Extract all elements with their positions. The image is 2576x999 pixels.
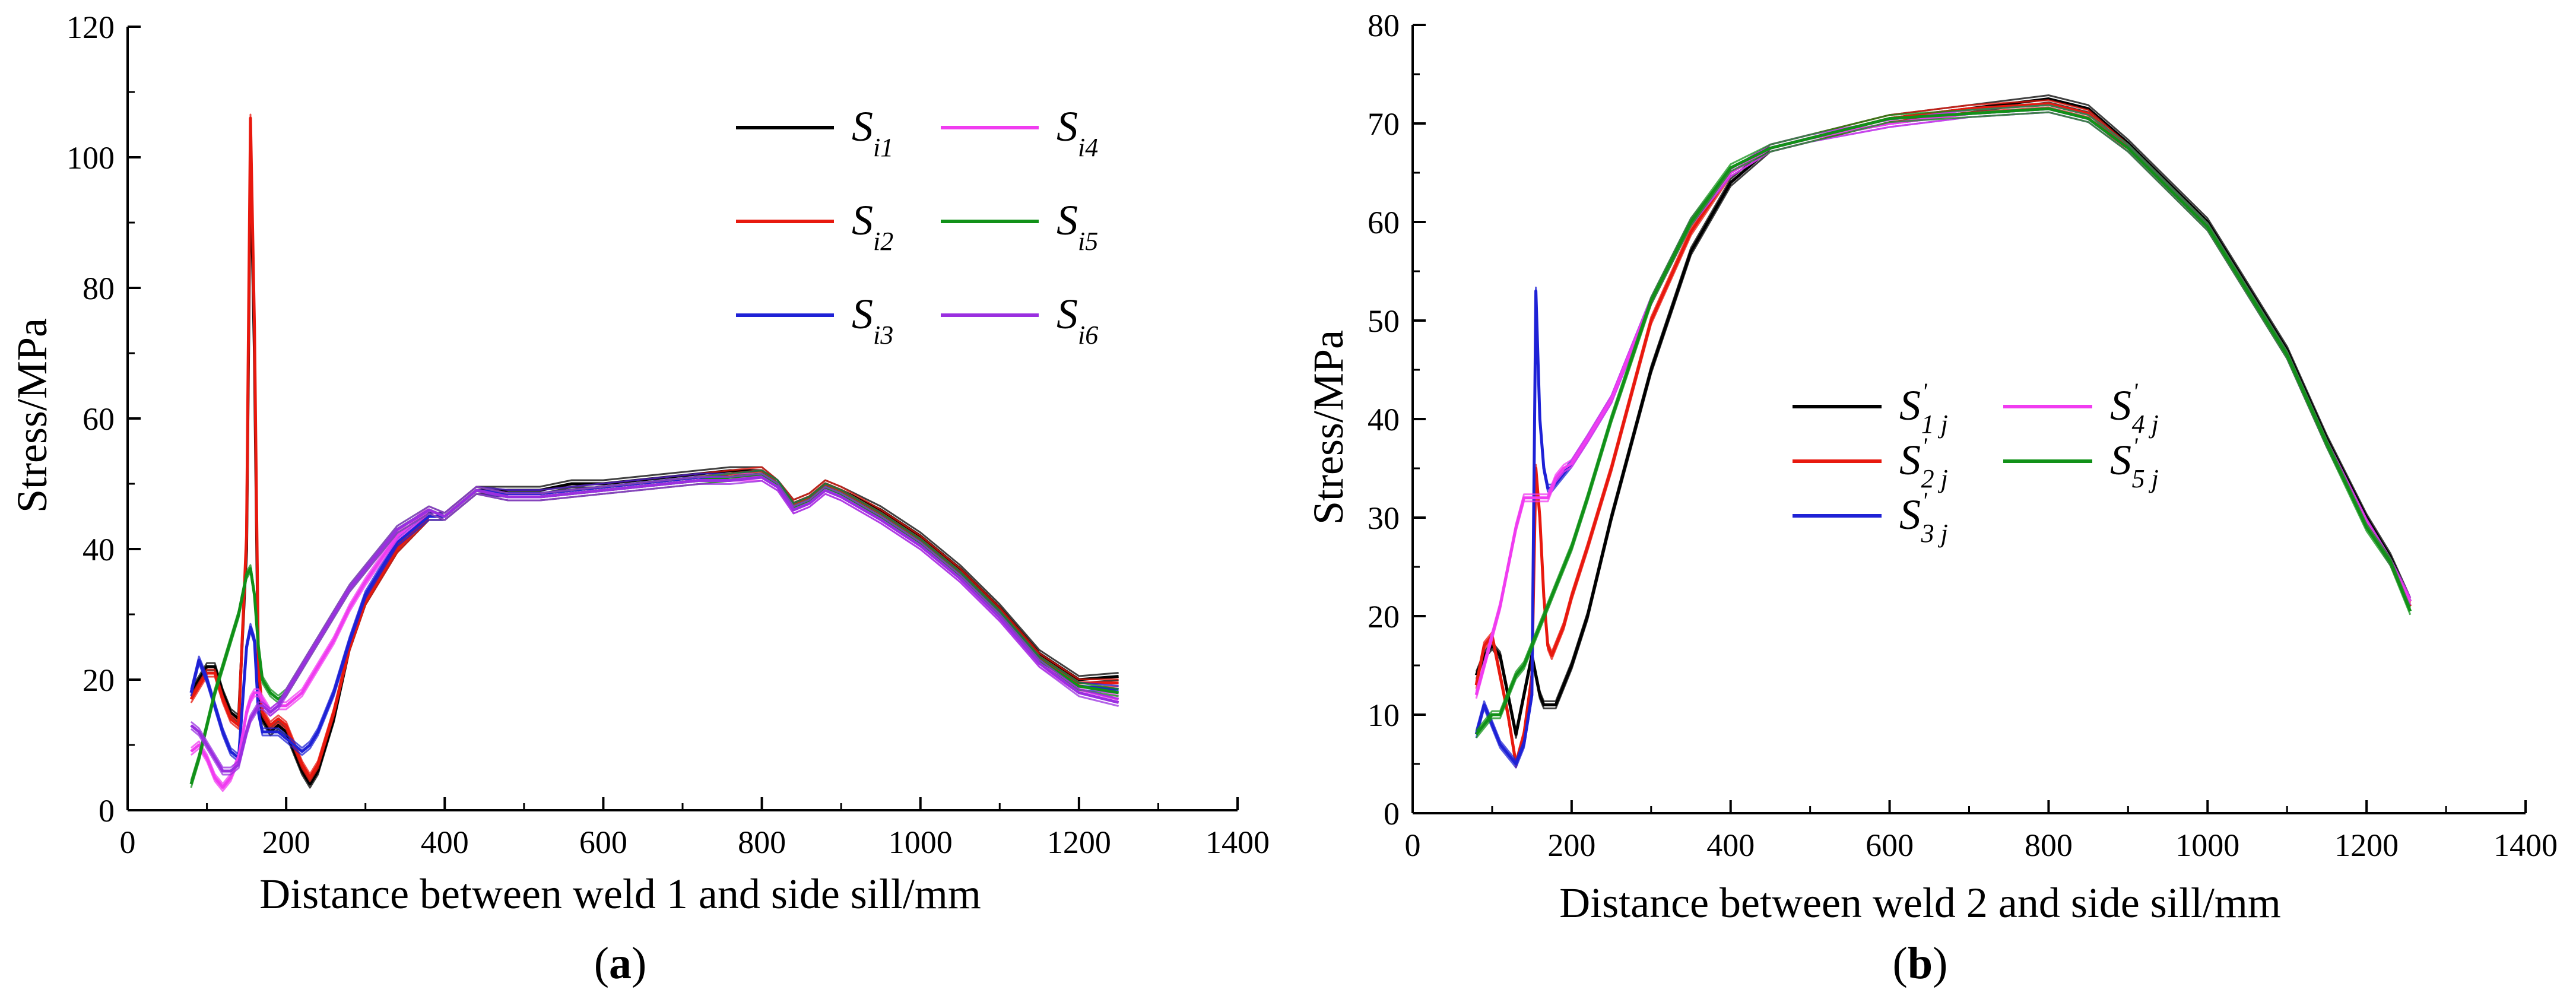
panel-b-y-tick-label: 70 bbox=[1368, 106, 1400, 142]
panel-a-series-4-line bbox=[190, 472, 1119, 792]
panel-b-axes: 0 200 400 600 800 1000 1200 1400 0 10 20 30 40 50 60 70… bbox=[1368, 8, 2558, 863]
panel-b-y-tick-label: 0 bbox=[1384, 796, 1400, 832]
panel-a-series-6-stroke bbox=[190, 475, 1119, 773]
panel-a-x-tick-label: 800 bbox=[738, 824, 786, 860]
panel-b-x-tick-label: 600 bbox=[1866, 827, 1914, 863]
panel-b-y-axis-title: Stress/MPa bbox=[1305, 330, 1352, 525]
panel-b-y-tick-label: 60 bbox=[1368, 205, 1400, 240]
panel-b-y-tick-label: 80 bbox=[1368, 8, 1400, 43]
panel-a-y-tick-label: 100 bbox=[66, 140, 115, 176]
panel-a-series-1-stroke bbox=[189, 149, 1119, 786]
panel-b-x-tick-label: 1200 bbox=[2334, 827, 2399, 863]
panel-a-y-tick-label: 120 bbox=[66, 9, 115, 45]
panel-b-series-1-stroke bbox=[1475, 94, 2412, 732]
panel-a-series-5-stroke bbox=[190, 477, 1119, 788]
panel-a-series-6-stroke bbox=[190, 480, 1119, 776]
panel-a-series-1-stroke bbox=[190, 146, 1119, 782]
panel-a-x-tick-label: 0 bbox=[120, 824, 136, 860]
panel-b-x-tick-label: 200 bbox=[1547, 827, 1595, 863]
panel-a-series-2-stroke bbox=[190, 113, 1119, 775]
panel-b-label: (b) bbox=[1893, 938, 1948, 988]
panel-b-series-5-stroke bbox=[1475, 104, 2412, 732]
panel-a-series-4-stroke bbox=[190, 472, 1119, 785]
panel-a-series-1-stroke bbox=[190, 153, 1119, 789]
panel-b-plot-area bbox=[1474, 94, 2412, 769]
panel-a-series-5-stroke bbox=[189, 472, 1119, 785]
panel-a-legend-item-4: Si4 bbox=[941, 103, 1098, 162]
panel-a-legend-label: Si5 bbox=[1057, 196, 1098, 256]
panel-a-series-3-stroke bbox=[190, 470, 1119, 756]
panel-b-legend-item-1: S' 1 j bbox=[1793, 378, 1948, 439]
panel-a-legend-label: Si3 bbox=[852, 290, 893, 350]
panel-b-x-tick-label: 400 bbox=[1706, 827, 1755, 863]
panel-a-series-2-line bbox=[189, 113, 1119, 782]
panel-b-series-5-stroke bbox=[1475, 107, 2412, 735]
panel-b-series-5-stroke bbox=[1475, 111, 2412, 739]
panel-a-x-tick-label: 1400 bbox=[1205, 824, 1270, 860]
panel-b-legend-item-5: S' 5 j bbox=[2003, 433, 2159, 493]
panel-a-series-5-line bbox=[189, 470, 1119, 788]
panel-a-series-2-stroke bbox=[189, 116, 1119, 779]
panel-b-chart: 0 200 400 600 800 1000 1200 1400 0 10 20 30 40 50 60 70… bbox=[1305, 8, 2558, 988]
panel-b-x-tick-label: 1400 bbox=[2493, 827, 2558, 863]
panel-b-x-axis-title: Distance between weld 2 and side sill/mm bbox=[1559, 879, 2281, 927]
panel-a-chart: 0 200 400 600 800 1000 1200 1400 0 20 40 60 80 100 120… bbox=[8, 9, 1270, 988]
panel-a-y-tick-label: 60 bbox=[83, 401, 115, 437]
panel-a-legend-item-2: Si2 bbox=[736, 196, 893, 256]
panel-b-series-5-line bbox=[1475, 104, 2412, 739]
panel-b-legend-label: S' 4 j bbox=[2110, 378, 2159, 439]
panel-b-legend-label: S' 3 j bbox=[1899, 487, 1948, 548]
panel-a-legend-label: Si2 bbox=[852, 196, 893, 256]
panel-a-legend-item-5: Si5 bbox=[941, 196, 1098, 256]
panel-a-letter: a bbox=[609, 938, 632, 988]
panel-a-series-1-line bbox=[189, 146, 1119, 789]
panel-b-legend-item-2: S' 2 j bbox=[1793, 433, 1948, 493]
panel-b-legend-item-3: S' 3 j bbox=[1793, 487, 1948, 548]
panel-b-x-tick-label: 800 bbox=[2025, 827, 2073, 863]
panel-a-y-tick-label: 0 bbox=[99, 793, 115, 829]
panel-a-y-tick-label: 40 bbox=[83, 532, 115, 567]
panel-a-series-4-stroke bbox=[190, 480, 1119, 792]
panel-a-x-tick-label: 600 bbox=[579, 824, 627, 860]
panel-a-legend-label: Si6 bbox=[1057, 290, 1098, 350]
panel-a-legend-item-1: Si1 bbox=[736, 103, 893, 162]
panel-a-axes: 0 200 400 600 800 1000 1200 1400 0 20 40 60 80 100 120 bbox=[66, 9, 1270, 860]
panel-b-y-tick-label: 30 bbox=[1368, 500, 1400, 536]
panel-a-y-tick-label: 20 bbox=[83, 662, 115, 698]
panel-a-legend-label: Si1 bbox=[852, 103, 893, 162]
panel-b-legend-label: S' 2 j bbox=[1899, 433, 1948, 493]
panel-a-label: (a) bbox=[594, 938, 647, 988]
panel-b-y-tick-label: 20 bbox=[1368, 599, 1400, 635]
panel-a-series-4-stroke bbox=[190, 475, 1119, 789]
panel-b-y-tick-label: 40 bbox=[1368, 402, 1400, 437]
panel-b-x-tick-label: 1000 bbox=[2175, 827, 2239, 863]
panel-b-legend-item-4: S' 4 j bbox=[2003, 378, 2159, 439]
panel-b-y-tick-label: 10 bbox=[1368, 697, 1400, 733]
panel-b-legend-label: S' 5 j bbox=[2110, 433, 2159, 493]
panel-b-series-3-stroke bbox=[1475, 111, 2412, 769]
panel-a-series-6-stroke bbox=[190, 472, 1119, 769]
panel-a-legend-item-6: Si6 bbox=[941, 290, 1098, 350]
panel-a-y-axis-title: Stress/MPa bbox=[8, 318, 56, 513]
panel-b-y-tick-label: 50 bbox=[1368, 303, 1400, 339]
panel-b-x-tick-label: 0 bbox=[1405, 827, 1421, 863]
panel-a-legend: Si1 Si2 Si3 Si4 Si5 Si6 bbox=[736, 103, 1098, 350]
panel-a-y-tick-label: 80 bbox=[83, 271, 115, 306]
panel-a-x-tick-label: 200 bbox=[262, 824, 310, 860]
panel-a-legend-item-3: Si3 bbox=[736, 290, 893, 350]
panel-a-x-tick-label: 1200 bbox=[1047, 824, 1111, 860]
panel-a-plot-area bbox=[189, 113, 1119, 792]
panel-a-x-axis-title: Distance between weld 1 and side sill/mm bbox=[259, 870, 981, 918]
panel-b-letter: b bbox=[1908, 938, 1933, 988]
panel-a-series-6-line bbox=[190, 472, 1119, 776]
panel-a-x-tick-label: 1000 bbox=[889, 824, 953, 860]
panel-a-legend-label: Si4 bbox=[1057, 103, 1098, 162]
panel-b-legend: S' 1 jS' 2 jS' 3 j S' 4 jS' 5 j bbox=[1793, 378, 2159, 548]
panel-a-x-tick-label: 400 bbox=[421, 824, 469, 860]
panel-b-legend-label: S' 1 j bbox=[1899, 378, 1948, 439]
